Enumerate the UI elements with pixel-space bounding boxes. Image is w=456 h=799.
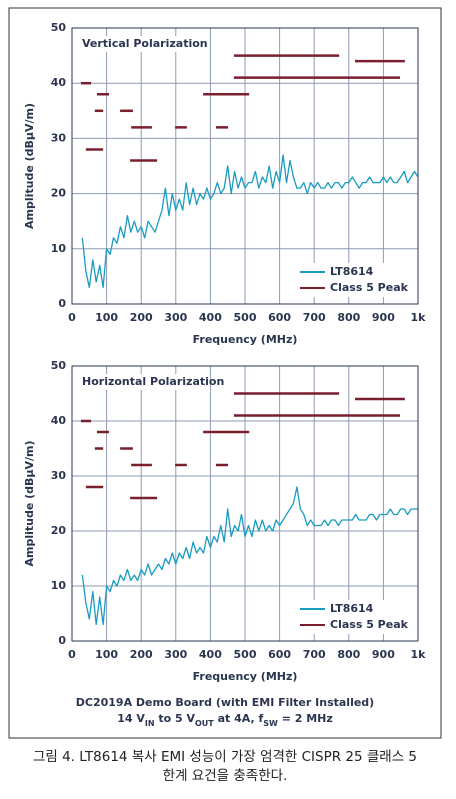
x-tick-label: 900 xyxy=(372,648,395,661)
x-tick-label: 200 xyxy=(130,311,153,324)
note-line-1: DC2019A Demo Board (with EMI Filter Inst… xyxy=(76,696,374,709)
legend-label: LT8614 xyxy=(330,602,374,615)
y-tick-label: 40 xyxy=(51,76,67,89)
x-tick-label: 600 xyxy=(268,311,291,324)
x-tick-label: 100 xyxy=(95,311,118,324)
figure-frame xyxy=(8,7,442,739)
legend-label: Class 5 Peak xyxy=(330,618,409,631)
y-tick-label: 20 xyxy=(51,524,67,537)
x-tick-label: 0 xyxy=(68,311,76,324)
legend-label: LT8614 xyxy=(330,265,374,278)
chart-title: Horizontal Polarization xyxy=(82,375,224,388)
x-axis-label: Frequency (MHz) xyxy=(193,333,298,346)
legend-bg xyxy=(294,263,406,297)
y-axis-label: Amplitude (dBµV/m) xyxy=(23,103,36,229)
x-tick-label: 200 xyxy=(130,648,153,661)
plot-frame xyxy=(71,27,419,305)
x-tick-label: 300 xyxy=(164,648,187,661)
note-text: at 4A, f xyxy=(214,712,264,725)
legend-bg xyxy=(294,600,406,634)
note-text: 14 V xyxy=(117,712,145,725)
y-tick-label: 20 xyxy=(51,187,67,200)
note-text: = 2 MHz xyxy=(278,712,333,725)
x-tick-label: 500 xyxy=(234,648,257,661)
title-bg xyxy=(78,36,198,52)
chart-title: Vertical Polarization xyxy=(82,37,208,50)
y-tick-label: 0 xyxy=(58,297,66,310)
y-tick-label: 10 xyxy=(51,579,67,592)
title-bg xyxy=(78,374,198,390)
x-tick-label: 500 xyxy=(234,311,257,324)
x-tick-label: 700 xyxy=(303,648,326,661)
x-tick-label: 800 xyxy=(337,311,360,324)
caption-line: 한계 요건을 충족한다. xyxy=(163,768,288,784)
x-tick-label: 900 xyxy=(372,311,395,324)
x-tick-label: 400 xyxy=(199,648,222,661)
legend-label: Class 5 Peak xyxy=(330,281,409,294)
x-tick-label: 0 xyxy=(68,648,76,661)
y-tick-label: 50 xyxy=(51,359,67,372)
y-tick-label: 0 xyxy=(58,634,66,647)
caption-line: 그림 4. LT8614 복사 EMI 성능이 가장 엄격한 CISPR 25 … xyxy=(33,749,417,765)
x-tick-label: 600 xyxy=(268,648,291,661)
x-tick-label: 700 xyxy=(303,311,326,324)
plot-frame xyxy=(71,365,419,642)
data-line xyxy=(81,154,419,289)
y-tick-label: 10 xyxy=(51,242,67,255)
y-tick-label: 30 xyxy=(51,131,67,144)
x-tick-label: 800 xyxy=(337,648,360,661)
data-line xyxy=(81,486,418,626)
note-text: to 5 V xyxy=(155,712,196,725)
subscript: OUT xyxy=(195,719,214,728)
x-tick-label: 400 xyxy=(199,311,222,324)
x-tick-label: 100 xyxy=(95,648,118,661)
x-tick-label: 1k xyxy=(411,648,427,661)
y-tick-label: 30 xyxy=(51,469,67,482)
subscript: IN xyxy=(145,719,155,728)
note-line-2: 14 VIN to 5 VOUT at 4A, fSW = 2 MHz xyxy=(117,712,333,728)
x-tick-label: 1k xyxy=(411,311,427,324)
y-tick-label: 40 xyxy=(51,414,67,427)
y-tick-label: 50 xyxy=(51,21,67,34)
y-axis-label: Amplitude (dBµV/m) xyxy=(23,440,36,566)
x-axis-label: Frequency (MHz) xyxy=(193,670,298,683)
subscript: SW xyxy=(263,719,278,728)
x-tick-label: 300 xyxy=(164,311,187,324)
